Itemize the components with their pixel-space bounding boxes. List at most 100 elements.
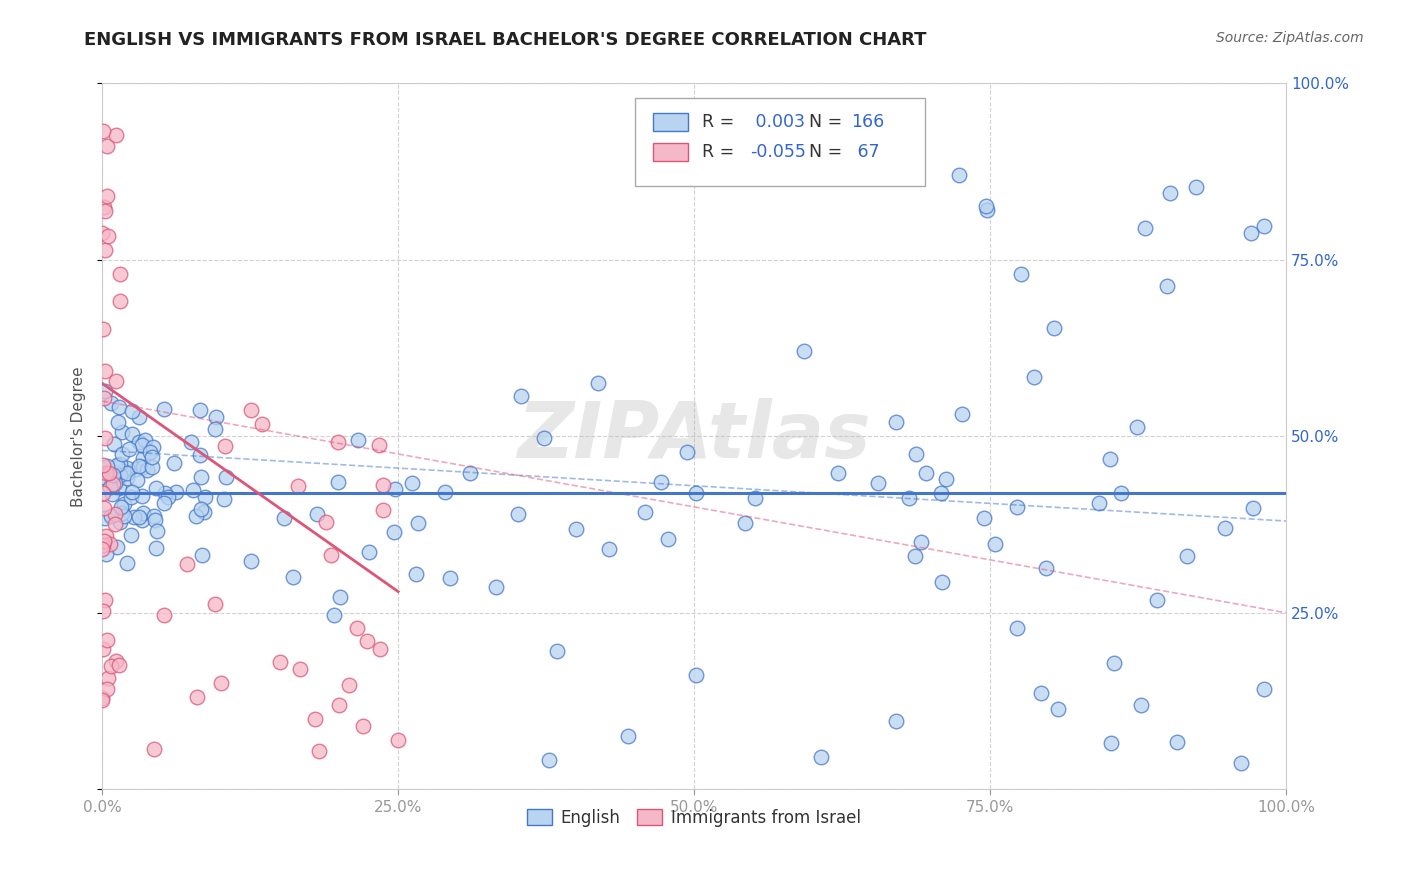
Point [107, 415, 129, 429]
Point [1022, 369, 1045, 384]
Point [984, 537, 1007, 551]
Point [128, 435, 150, 450]
Point [134, 433, 156, 447]
Point [156, 490, 179, 504]
Point [110, 467, 132, 482]
Point [406, 516, 429, 530]
Point [598, 541, 620, 556]
Point [165, 484, 187, 499]
Point [371, 477, 394, 491]
Point [974, 198, 997, 212]
Point [146, 524, 169, 538]
Point [948, 168, 970, 182]
Point [898, 491, 921, 505]
Point [176, 557, 198, 571]
Point [328, 698, 350, 712]
Point [121, 404, 143, 418]
Point [193, 505, 215, 519]
Point [337, 677, 360, 691]
Point [215, 470, 238, 484]
Text: R =: R = [703, 143, 740, 161]
Point [538, 753, 561, 767]
Point [94, 204, 117, 219]
Point [94, 593, 117, 607]
Point [307, 507, 329, 521]
Point [1029, 686, 1052, 700]
Point [384, 483, 406, 497]
Text: N =: N = [808, 143, 848, 161]
Point [565, 522, 588, 536]
Point [685, 486, 707, 500]
Point [634, 505, 657, 519]
Point [734, 516, 756, 530]
Point [105, 374, 128, 388]
Point [367, 438, 389, 452]
Point [94, 431, 117, 445]
Point [935, 472, 957, 486]
Point [976, 202, 998, 217]
Point [121, 426, 143, 441]
Point [1253, 219, 1275, 233]
Point [128, 409, 150, 424]
Point [373, 503, 395, 517]
Point [1099, 736, 1122, 750]
Point [212, 491, 235, 506]
Point [91, 691, 114, 706]
Point [1046, 702, 1069, 716]
Point [793, 343, 815, 358]
Point [103, 436, 125, 450]
Point [1035, 561, 1057, 575]
Point [96, 458, 118, 473]
Point [163, 456, 186, 470]
Bar [652, 143, 688, 161]
Point [141, 450, 163, 464]
Point [108, 267, 131, 281]
Point [125, 474, 148, 488]
Point [180, 434, 202, 449]
Text: ENGLISH VS IMMIGRANTS FROM ISRAEL BACHELOR'S DEGREE CORRELATION CHART: ENGLISH VS IMMIGRANTS FROM ISRAEL BACHEL… [84, 31, 927, 49]
Point [929, 486, 952, 500]
Point [810, 750, 832, 764]
Point [1104, 656, 1126, 670]
Point [104, 507, 127, 521]
Point [93, 200, 115, 214]
Point [141, 460, 163, 475]
Point [188, 448, 211, 462]
Point [108, 400, 131, 414]
Point [915, 466, 938, 480]
Point [905, 447, 928, 461]
Point [931, 574, 953, 589]
Point [509, 389, 531, 403]
Point [108, 457, 131, 471]
Point [1184, 180, 1206, 194]
Point [181, 483, 204, 498]
Point [91, 226, 114, 240]
Point [308, 743, 330, 757]
Point [239, 554, 262, 568]
Point [125, 461, 148, 475]
Text: ZIPAtlas: ZIPAtlas [517, 399, 870, 475]
Point [326, 434, 349, 449]
Point [387, 732, 409, 747]
Point [91, 486, 114, 500]
Point [329, 590, 352, 604]
Point [91, 693, 114, 707]
Point [105, 128, 128, 142]
Point [209, 676, 232, 690]
Point [1156, 279, 1178, 293]
Point [139, 445, 162, 459]
Point [973, 511, 995, 525]
Point [93, 533, 115, 548]
Point [96, 138, 118, 153]
Point [184, 508, 207, 523]
Point [194, 490, 217, 504]
Point [128, 509, 150, 524]
Point [352, 719, 374, 733]
Point [205, 410, 228, 425]
Point [91, 538, 114, 552]
Point [96, 681, 118, 696]
Text: -0.055: -0.055 [749, 143, 806, 161]
Point [273, 511, 295, 525]
Point [1241, 501, 1264, 516]
Point [1087, 496, 1109, 510]
